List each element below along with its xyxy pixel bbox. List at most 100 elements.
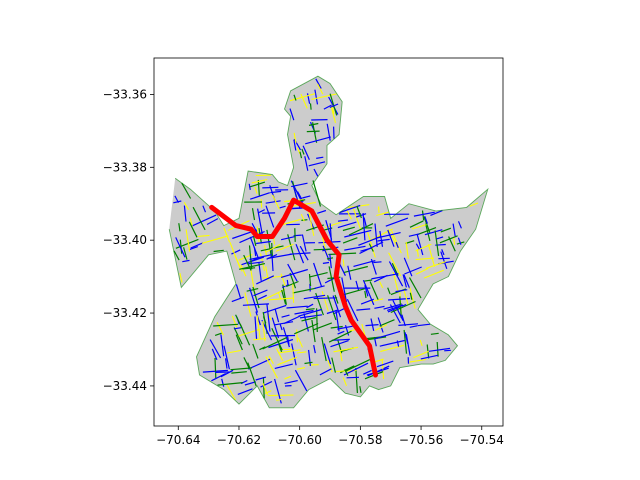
secondary-road-segment: [421, 210, 425, 221]
tertiary-road-segment: [264, 390, 272, 395]
primary-road-segment: [223, 345, 230, 370]
secondary-road-segment: [252, 343, 259, 359]
primary-road-segment: [317, 209, 327, 214]
tertiary-road-segment: [268, 297, 294, 301]
primary-road-segment: [174, 195, 180, 203]
y-tick-label: −33.40: [103, 233, 147, 247]
primary-road-segment: [366, 367, 389, 376]
tertiary-road-segment: [276, 348, 284, 361]
primary-road-segment: [231, 249, 241, 255]
secondary-road-segment: [213, 249, 224, 253]
secondary-road-segment: [309, 103, 312, 110]
secondary-road-segment: [301, 148, 305, 155]
tertiary-road-segment: [227, 349, 241, 354]
primary-road-segment: [370, 318, 375, 332]
tertiary-road-segment: [419, 339, 423, 346]
primary-road-segment: [253, 247, 257, 257]
tertiary-road-segment: [367, 231, 376, 258]
primary-road-segment: [343, 362, 369, 376]
secondary-road-segment: [271, 327, 283, 351]
secondary-road-segment: [181, 182, 192, 199]
tertiary-road-segment: [327, 359, 333, 373]
secondary-road-segment: [247, 362, 257, 387]
primary-road-segment: [403, 274, 411, 289]
secondary-road-segment: [409, 292, 413, 300]
x-axis: −70.64 −70.62 −70.60 −70.58 −70.56 −70.54: [156, 426, 504, 447]
primary-road-segment: [408, 233, 420, 237]
secondary-road-segment: [188, 221, 198, 238]
primary-road-segment: [247, 261, 264, 265]
tertiary-road-segment: [453, 237, 456, 245]
tertiary-road-segment: [264, 245, 268, 257]
y-tick-label: −33.44: [103, 379, 147, 393]
secondary-road-segment: [287, 234, 296, 261]
primary-road-segment: [330, 340, 349, 348]
primary-road-segment: [440, 251, 448, 269]
primary-road-segment: [241, 256, 265, 266]
secondary-road-segment: [328, 330, 352, 343]
tertiary-road-segment: [352, 208, 362, 231]
secondary-road-segment: [342, 226, 355, 232]
secondary-road-segment: [251, 208, 256, 221]
tertiary-road-segment: [330, 106, 337, 124]
secondary-road-segment: [329, 93, 338, 116]
axes-frame: [153, 57, 504, 427]
primary-road-segment: [274, 308, 280, 323]
primary-road-segment: [353, 260, 376, 267]
tertiary-road-segment: [415, 257, 435, 261]
secondary-road-segment: [356, 205, 362, 219]
tertiary-road-segment: [405, 241, 409, 259]
secondary-road-segment: [425, 223, 431, 242]
tertiary-road-segment: [296, 367, 306, 370]
tertiary-road-segment: [284, 375, 292, 380]
tertiary-road-segment: [262, 320, 266, 342]
primary-road-segment: [299, 245, 309, 261]
tertiary-road-segment: [297, 351, 307, 354]
primary-road-segment: [332, 307, 345, 315]
secondary-road-segment: [305, 308, 315, 311]
primary-road-segment: [383, 303, 403, 310]
secondary-road-segment: [289, 272, 297, 289]
y-tick-label: −33.38: [103, 160, 147, 174]
primary-road-segment: [416, 234, 424, 256]
tertiary-road-segment: [423, 269, 444, 279]
tertiary-road-segment: [280, 273, 286, 287]
secondary-road-segment: [345, 359, 371, 372]
secondary-road-segment: [301, 219, 308, 221]
primary-road-segment: [262, 304, 287, 314]
x-tick-label: −70.60: [277, 433, 321, 447]
primary-road-segment: [409, 325, 418, 328]
primary-road-segment: [436, 236, 444, 240]
primary-road-segment: [255, 376, 267, 381]
secondary-road-segment: [417, 227, 437, 236]
secondary-road-segment: [328, 266, 335, 292]
secondary-road-segment: [321, 336, 327, 362]
primary-road-segment: [280, 235, 296, 241]
primary-road-segment: [373, 261, 382, 264]
secondary-road-segment: [235, 334, 243, 351]
secondary-road-segment: [281, 289, 287, 305]
primary-road-segment: [337, 325, 353, 330]
secondary-road-segment: [439, 235, 458, 244]
tertiary-road-segment: [379, 281, 384, 289]
tertiary-road-segment: [427, 244, 436, 267]
primary-road-segment: [304, 156, 309, 171]
primary-road-segment: [375, 330, 401, 340]
tertiary-road-segment: [342, 377, 348, 387]
secondary-road-segment: [409, 220, 424, 228]
secondary-road-segment: [249, 181, 266, 188]
secondary-road-segment: [231, 371, 247, 374]
primary-road-segment: [313, 297, 338, 300]
primary-road-segment: [235, 284, 242, 299]
secondary-road-segment: [369, 281, 379, 300]
tertiary-road-segment: [392, 272, 399, 292]
secondary-road-segment: [173, 250, 180, 261]
primary-road-segment: [289, 108, 295, 121]
secondary-road-segment: [408, 277, 422, 299]
primary-road-segment: [428, 347, 451, 352]
primary-road-segment: [280, 268, 308, 278]
primary-road-segment: [313, 168, 319, 177]
secondary-road-segment: [294, 322, 319, 335]
primary-road-segment: [424, 216, 428, 224]
